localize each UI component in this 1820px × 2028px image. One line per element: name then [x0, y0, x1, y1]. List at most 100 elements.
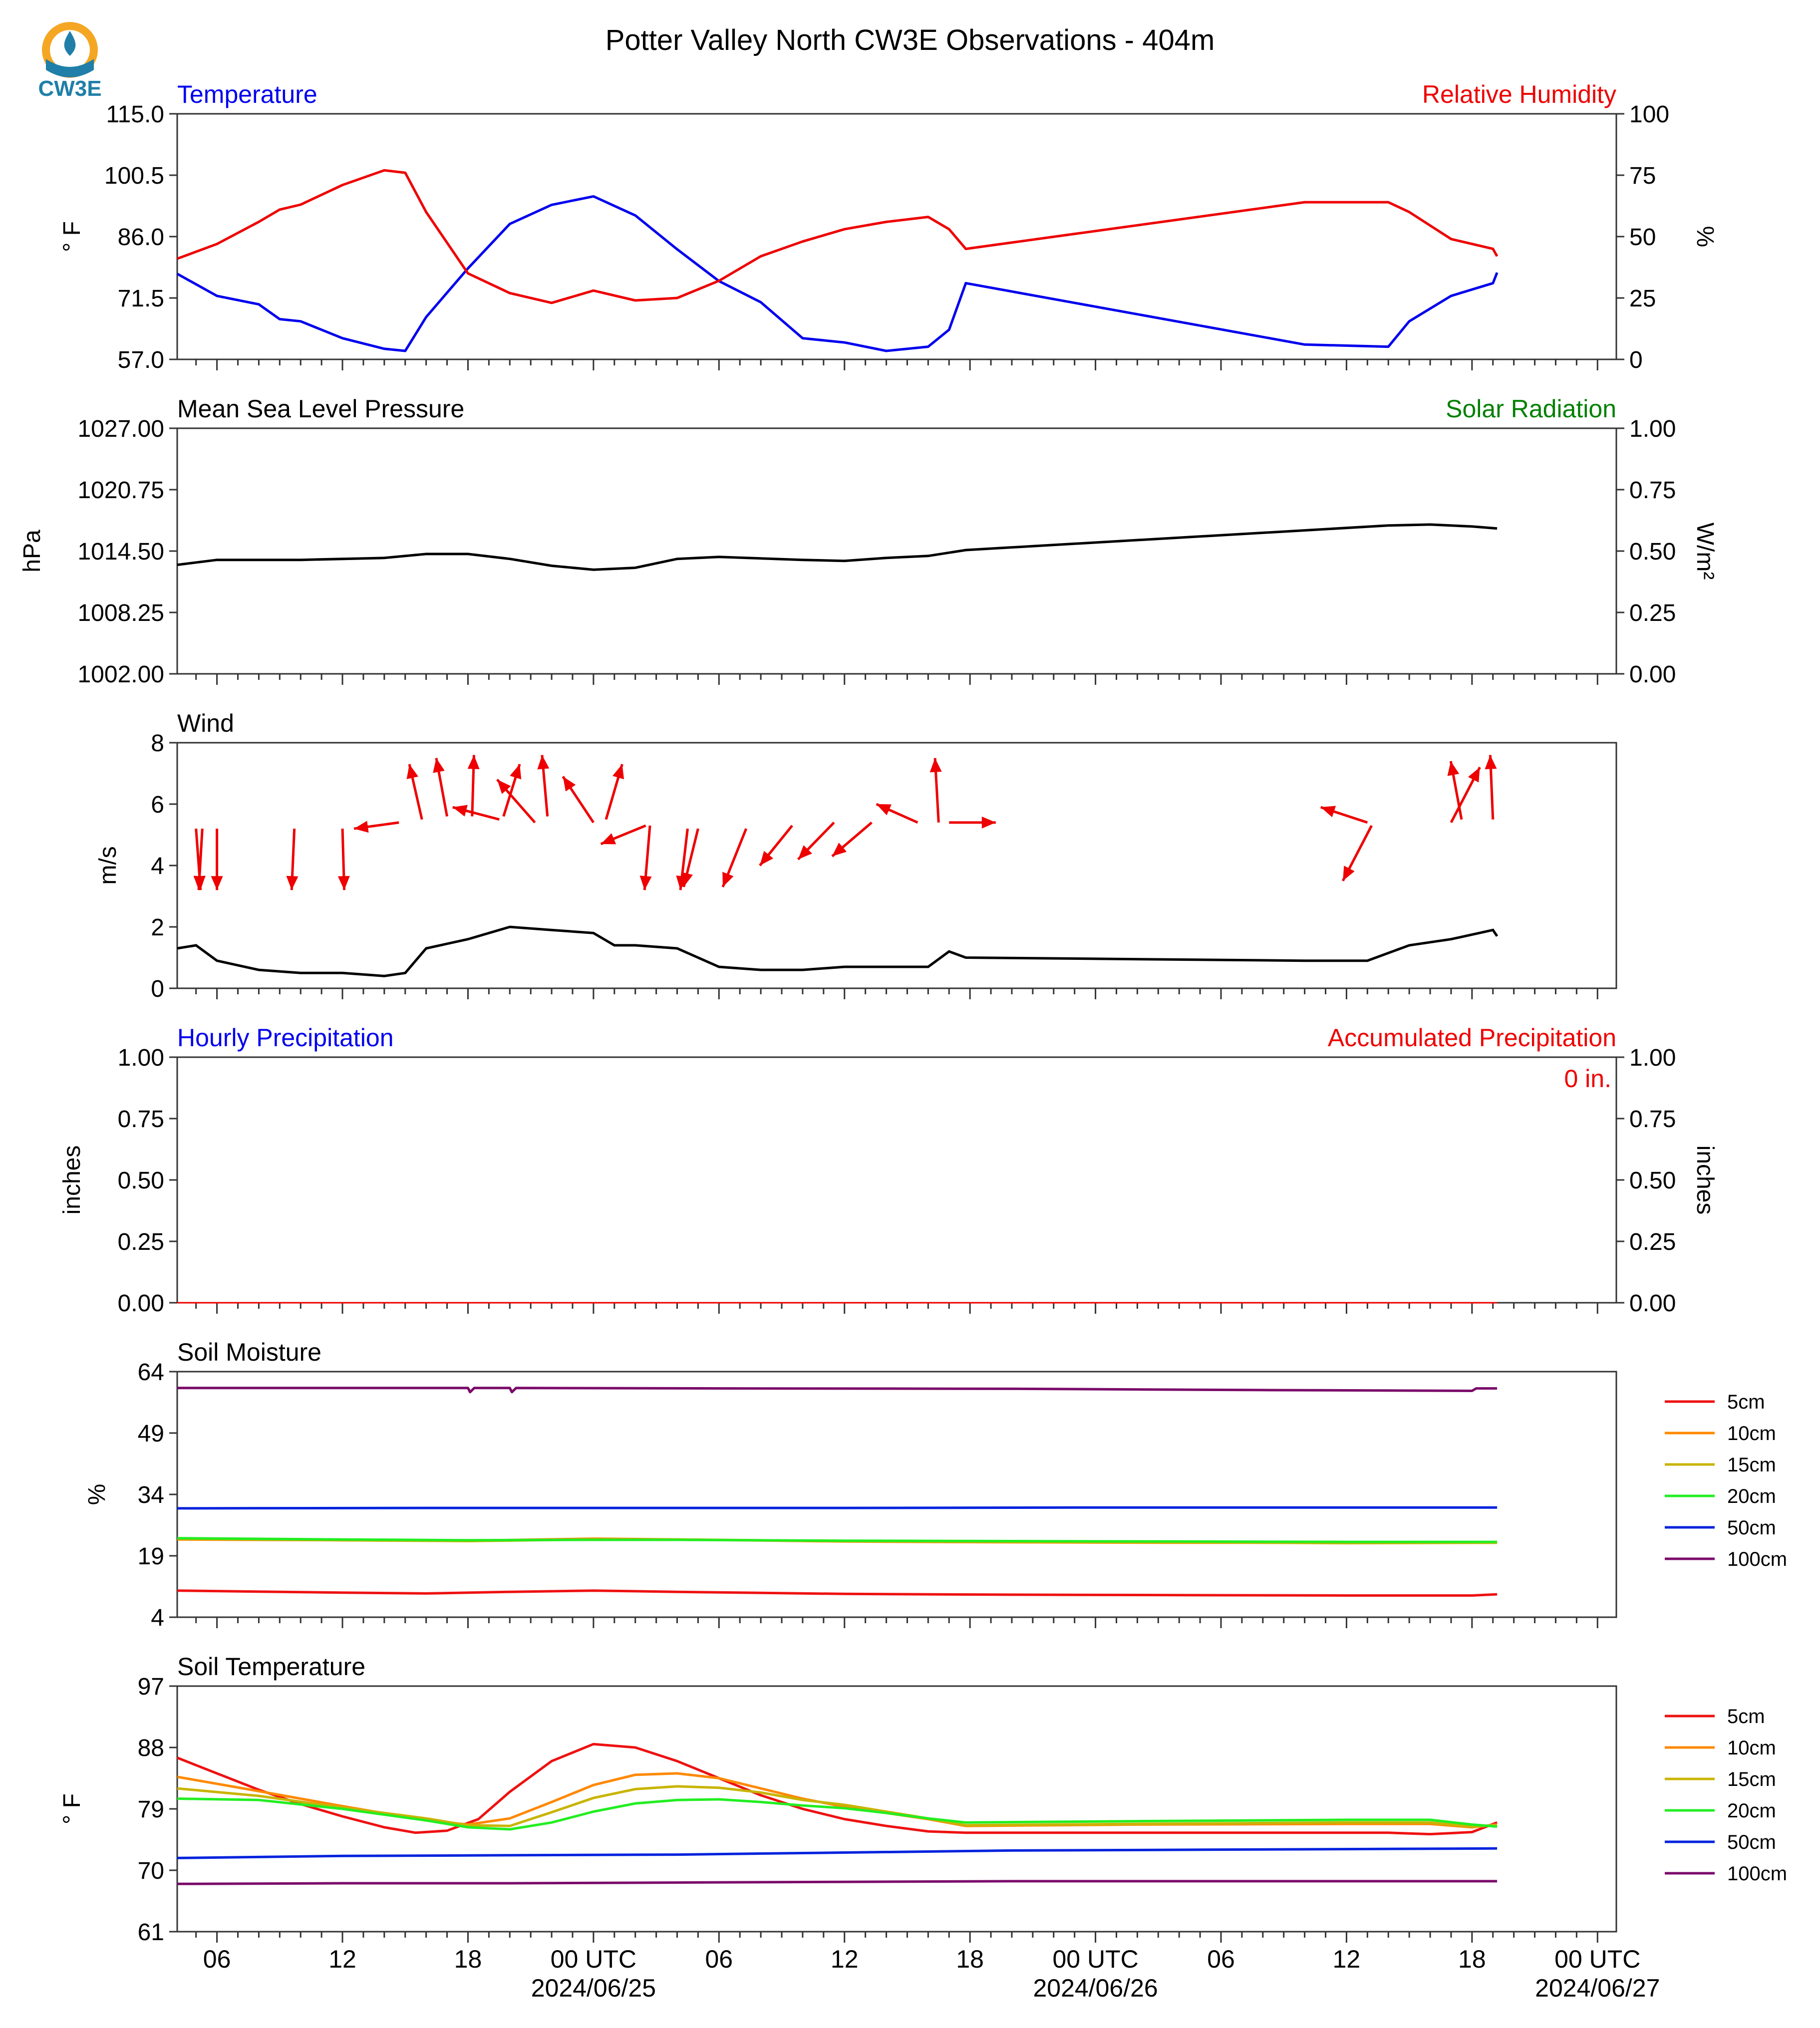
series-line-5cm [177, 1589, 1498, 1597]
x-tick-label: 18 [1458, 1945, 1486, 1973]
y-tick-label: 88 [138, 1735, 164, 1761]
y-axis-label-right: W/m² [1692, 523, 1718, 580]
legend: 5cm 10cm 15cm 20cm 50cm 100cm [1665, 1706, 1787, 1885]
wind-arrow-head [601, 833, 616, 845]
y-tick-label: 100.5 [104, 163, 164, 189]
y-tick-label: 86.0 [118, 224, 164, 251]
y-tick-label-right: 0.25 [1629, 600, 1676, 626]
panel-temperature: Temperature Relative Humidity 115.0 100.5 86… [59, 80, 1718, 373]
series-line-100cm [177, 1880, 1498, 1885]
wind-arrow-head [981, 816, 996, 829]
panel-precip: Hourly Precipitation Accumulated Precipit… [59, 1024, 1718, 1317]
legend-label: 5cm [1727, 1391, 1765, 1413]
legend: 5cm 10cm 15cm 20cm 50cm 100cm [1665, 1391, 1787, 1570]
y-axis-label: ° F [59, 221, 85, 252]
x-date-label: 2024/06/26 [1033, 1974, 1158, 2002]
series-line-humidity [177, 169, 1499, 304]
panel-soil-temp: Soil Temperature 97 88 79 70 61 ° F [59, 1653, 1617, 1946]
y-tick-label: 8 [151, 730, 164, 757]
series-line-50cm [177, 1506, 1498, 1510]
series-line-20cm [177, 1797, 1498, 1831]
panel-title-left: Hourly Precipitation [177, 1024, 394, 1052]
panel-wind: Wind 8 6 4 2 0 m/s [95, 709, 1617, 1002]
chart-title: Potter Valley North CW3E Observations - … [606, 24, 1215, 56]
panel-title-left: Wind [177, 709, 234, 737]
wind-arrow-head [798, 845, 812, 860]
x-tick-label: 06 [705, 1945, 733, 1973]
wind-arrow-head [1485, 755, 1497, 770]
x-tick-label: 18 [454, 1945, 482, 1973]
y-tick-label: 34 [138, 1482, 164, 1508]
y-tick-label: 115.0 [106, 101, 164, 128]
legend-label: 20cm [1727, 1485, 1776, 1507]
wind-arrow-head [497, 779, 511, 794]
panel-title-left: Soil Temperature [177, 1653, 365, 1681]
x-tick-label: 12 [328, 1945, 356, 1973]
wind-arrow-head [760, 851, 774, 866]
y-tick-label: 79 [138, 1796, 164, 1823]
y-axis-label: m/s [95, 846, 121, 884]
y-tick-label: 61 [138, 1919, 164, 1946]
y-tick-label: 0.50 [118, 1167, 164, 1194]
wind-arrow-head [722, 871, 734, 887]
panel-pressure: Mean Sea Level Pressure Solar Radiation 10… [19, 395, 1718, 688]
y-axis-label: % [84, 1484, 110, 1505]
y-tick-label: 71.5 [118, 286, 164, 312]
y-tick-label: 6 [151, 792, 164, 818]
y-tick-label: 57.0 [118, 347, 164, 373]
accum-precip-value: 0 in. [1564, 1065, 1611, 1093]
panel-title-left: Temperature [177, 80, 317, 108]
y-tick-label: 70 [138, 1858, 164, 1884]
x-tick-label: 00 UTC [1554, 1945, 1640, 1973]
y-tick-label-right: 0.00 [1629, 661, 1676, 688]
y-tick-label-right: 0.50 [1629, 1167, 1676, 1194]
legend-label: 50cm [1727, 1517, 1776, 1539]
wind-arrow-head [1468, 767, 1480, 783]
y-tick-label-right: 0 [1629, 347, 1643, 373]
y-tick-label-right: 100 [1629, 101, 1669, 128]
wind-arrow-head [337, 875, 350, 890]
y-axis-label-right: % [1692, 226, 1718, 248]
x-tick-label: 12 [1333, 1945, 1361, 1973]
y-tick-label-right: 50 [1629, 224, 1656, 251]
legend-label: 15cm [1727, 1768, 1776, 1790]
wind-arrow-head [537, 755, 550, 770]
y-tick-label: 0 [151, 976, 164, 1002]
panel-title-right: Accumulated Precipitation [1328, 1024, 1616, 1052]
y-tick-label: 4 [151, 853, 164, 879]
y-axis-label: hPa [19, 530, 45, 573]
series-line-5cm [177, 1742, 1498, 1836]
wind-arrow-head [563, 776, 576, 792]
series-line-wind [177, 925, 1499, 977]
legend-label: 10cm [1727, 1737, 1776, 1759]
series-line-pressure [177, 523, 1498, 571]
panel-title-left: Soil Moisture [177, 1338, 321, 1366]
x-tick-label: 00 UTC [1052, 1945, 1138, 1973]
y-axis-label: inches [59, 1146, 85, 1215]
legend-label: 10cm [1727, 1423, 1776, 1445]
wind-arrow-head [1343, 866, 1355, 881]
y-tick-label-right: 75 [1629, 163, 1656, 189]
y-tick-label-right: 0.75 [1629, 1106, 1676, 1133]
y-tick-label-right: 0.00 [1629, 1290, 1676, 1317]
cw3e-logo: CW3E [38, 22, 102, 101]
legend-label: 100cm [1727, 1863, 1787, 1885]
legend-label: 50cm [1727, 1831, 1776, 1853]
wind-arrow-head [1320, 806, 1336, 818]
y-tick-label: 0.75 [118, 1106, 164, 1133]
x-date-label: 2024/06/25 [531, 1974, 656, 2002]
y-tick-label: 2 [151, 914, 164, 941]
y-tick-label: 1.00 [118, 1045, 164, 1071]
legend-label: 20cm [1727, 1800, 1776, 1822]
y-axis-label-right: inches [1692, 1146, 1718, 1215]
y-tick-label: 0.25 [118, 1229, 164, 1255]
x-tick-label: 00 UTC [551, 1945, 636, 1973]
wind-arrow-head [211, 876, 223, 890]
wind-arrow-head [286, 875, 299, 890]
series-line-15cm [177, 1785, 1498, 1828]
y-tick-label: 1008.25 [77, 600, 164, 626]
series-line-50cm [177, 1847, 1498, 1859]
y-tick-label-right: 0.25 [1629, 1229, 1676, 1255]
